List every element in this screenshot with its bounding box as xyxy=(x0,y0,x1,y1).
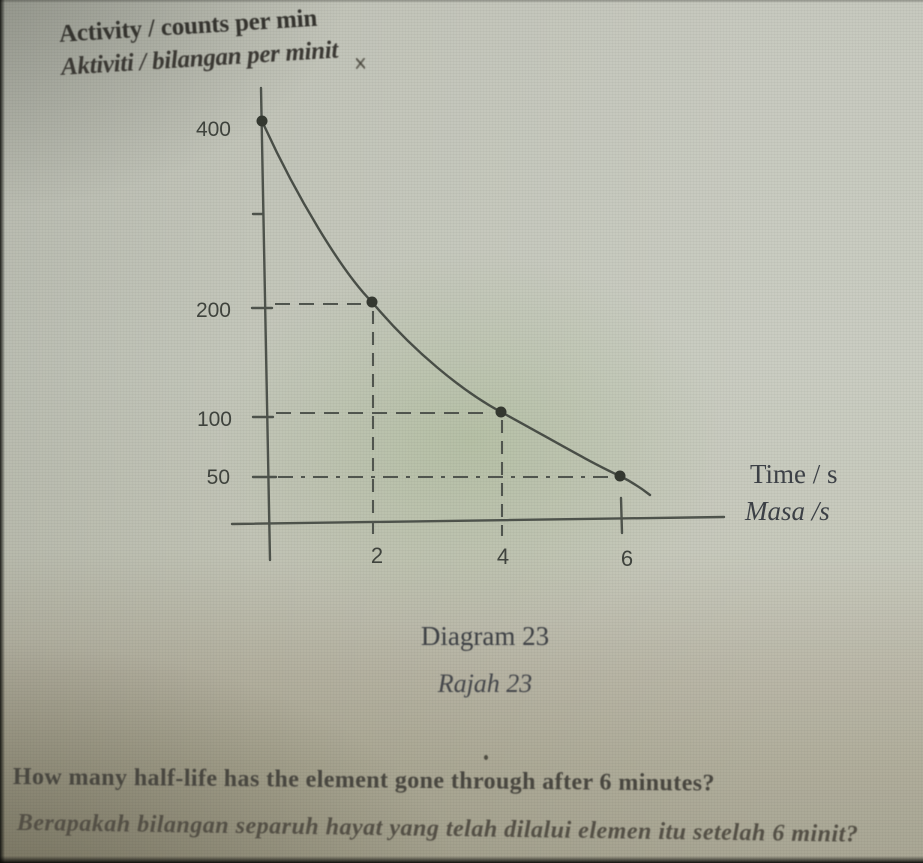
photo-edge-bottom xyxy=(0,856,923,863)
y-tick-label-200: 200 xyxy=(196,299,231,322)
photo-edge-top xyxy=(0,0,923,3)
x-tick-label-6: 6 xyxy=(621,546,633,571)
x-tick-label-2: 2 xyxy=(371,543,383,568)
diagram-caption-english: Diagram 23 xyxy=(420,621,550,651)
x-axis-label-malay: Masa /s xyxy=(744,496,830,526)
decay-curve xyxy=(260,119,652,497)
x-tick-6 xyxy=(619,496,624,535)
ink-smudge-mark xyxy=(356,58,365,69)
y-tick-label-100: 100 xyxy=(197,408,232,431)
data-point-4-100 xyxy=(495,406,507,418)
x-tick-label-4: 4 xyxy=(497,544,509,569)
y-tick-label-50: 50 xyxy=(207,466,230,489)
data-point-2-200 xyxy=(366,296,378,308)
stray-dot xyxy=(484,755,488,760)
x-axis-label-english: Time / s xyxy=(750,459,838,489)
y-axis-line xyxy=(259,86,272,562)
photo-edge-left xyxy=(0,0,5,863)
y-tick-label-400: 400 xyxy=(196,118,231,141)
diagram-caption-malay: Rajah 23 xyxy=(437,669,533,698)
data-point-0-400 xyxy=(256,115,268,127)
data-point-6-50 xyxy=(614,470,626,482)
x-axis-line xyxy=(230,515,726,526)
